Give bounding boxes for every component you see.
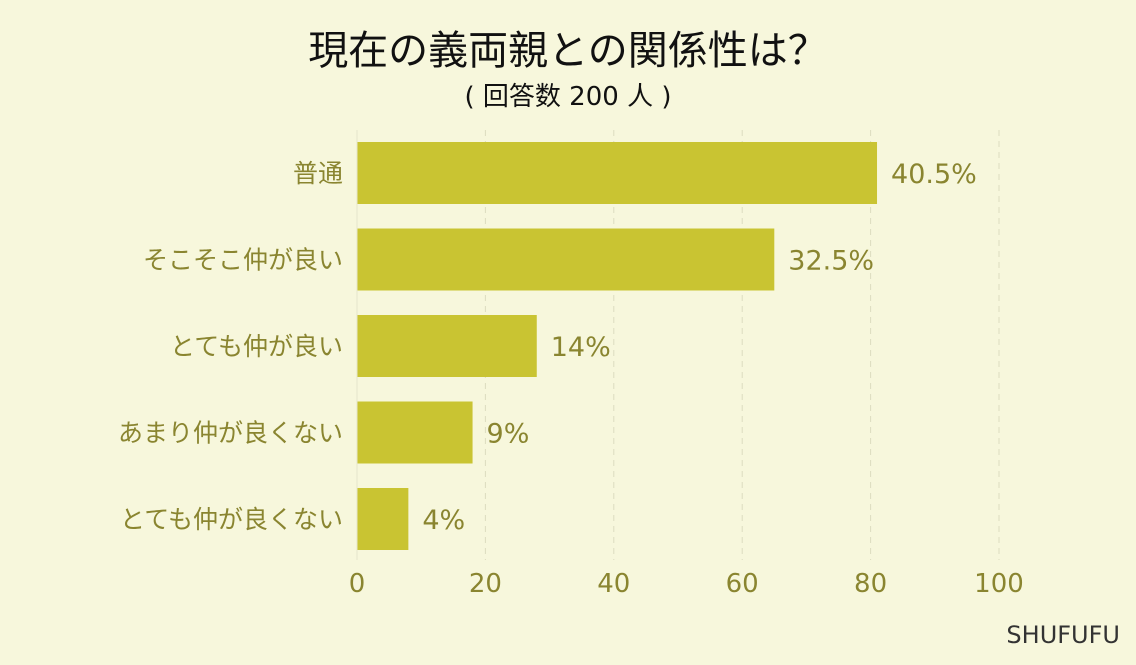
bar — [357, 315, 537, 377]
data-label: 4% — [422, 505, 465, 536]
category-label: 普通 — [293, 159, 343, 188]
data-label: 9% — [487, 419, 530, 450]
category-label: とても仲が良い — [170, 332, 343, 361]
brand-logo: SHUFUFU — [1006, 621, 1120, 649]
bar — [357, 228, 775, 291]
category-label: あまり仲が良くない — [118, 419, 343, 448]
x-tick-label: 100 — [974, 569, 1024, 599]
chart-title: 現在の義両親との関係性は？ — [308, 28, 828, 74]
x-tick-label: 0 — [349, 569, 366, 599]
category-label: とても仲が良くない — [120, 505, 343, 534]
category-label: そこそこ仲が良い — [143, 246, 343, 275]
x-tick-label: 80 — [854, 569, 887, 599]
x-tick-label: 60 — [726, 569, 759, 599]
data-label: 14% — [551, 332, 611, 363]
bar — [357, 142, 878, 204]
x-tick-label: 40 — [597, 569, 630, 599]
bar — [357, 401, 473, 464]
bar — [357, 488, 409, 550]
x-tick-label: 20 — [469, 569, 502, 599]
data-label: 40.5% — [891, 159, 977, 190]
data-label: 32.5% — [788, 246, 874, 277]
chart-subtitle: ( 回答数 200 人 ) — [464, 82, 672, 112]
